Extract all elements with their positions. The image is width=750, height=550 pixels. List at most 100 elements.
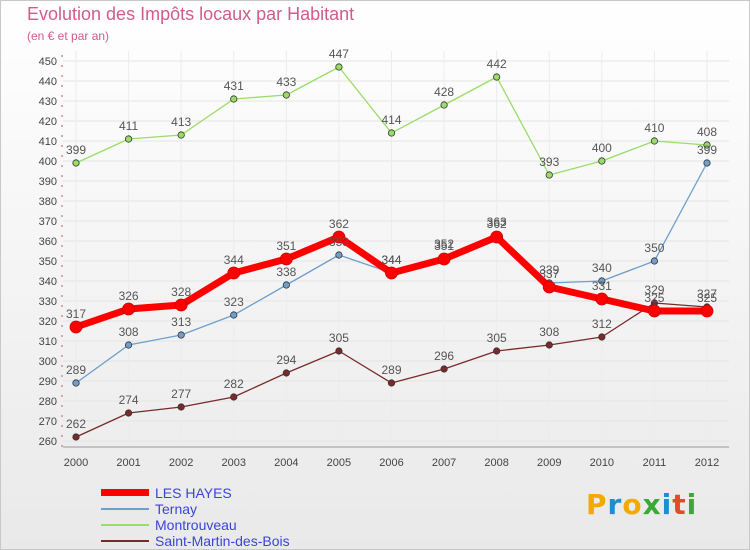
data-label: 338 (276, 265, 296, 279)
data-label: 289 (381, 363, 401, 377)
data-point-montrouveau (545, 171, 553, 179)
y-tick-label: 380 (39, 196, 57, 208)
y-tick-label: 420 (39, 116, 57, 128)
y-tick-label: 450 (39, 56, 57, 68)
data-point-les-hayes (279, 252, 293, 266)
legend-swatch (101, 540, 149, 542)
data-label: 352 (434, 237, 454, 251)
data-point-saint-martin-des-bois (440, 365, 448, 373)
x-tick-label: 2004 (274, 457, 298, 469)
x-tick-label: 2011 (643, 457, 667, 469)
logo-letter: P (586, 488, 608, 521)
logo-letter: i (686, 488, 698, 521)
data-label: 351 (434, 239, 454, 253)
data-point-saint-martin-des-bois (598, 333, 606, 341)
data-point-les-hayes (700, 304, 714, 318)
data-label: 399 (697, 143, 717, 157)
data-point-saint-martin-des-bois (72, 433, 80, 441)
data-point-montrouveau (440, 101, 448, 109)
y-tick-label: 270 (39, 416, 57, 428)
data-point-les-hayes (385, 266, 398, 280)
legend-swatch (101, 489, 149, 496)
data-label: 274 (119, 393, 139, 407)
data-point-saint-martin-des-bois (335, 347, 343, 355)
data-label: 344 (381, 253, 401, 267)
y-tick-label: 360 (39, 236, 57, 248)
data-label: 305 (487, 331, 507, 345)
y-tick-label: 310 (39, 336, 57, 348)
y-tick-label: 320 (39, 316, 57, 328)
y-tick-label: 430 (39, 96, 57, 108)
legend-label: Montrouveau (155, 517, 237, 533)
data-label: 337 (539, 267, 559, 281)
data-point-ternay (598, 277, 606, 285)
data-point-saint-martin-des-bois (230, 393, 238, 401)
x-tick-label: 2000 (64, 457, 88, 469)
data-point-montrouveau (335, 63, 343, 71)
data-label: 413 (171, 115, 191, 129)
data-point-ternay (282, 281, 290, 289)
y-tick-label: 390 (39, 176, 57, 188)
y-tick-label: 410 (39, 136, 57, 148)
data-point-montrouveau (493, 73, 501, 81)
data-label: 296 (434, 349, 454, 363)
data-label: 362 (487, 217, 507, 231)
data-point-ternay (124, 341, 133, 349)
data-point-les-hayes (332, 230, 346, 244)
data-label: 317 (66, 307, 86, 321)
data-label: 312 (592, 317, 612, 331)
y-tick-label: 300 (39, 356, 57, 368)
data-label: 262 (66, 417, 86, 431)
data-label: 399 (66, 143, 86, 157)
data-label: 344 (224, 253, 244, 267)
data-point-ternay (650, 257, 659, 265)
data-point-les-hayes (437, 252, 451, 266)
legend-swatch (101, 524, 149, 526)
data-point-saint-martin-des-bois (282, 369, 290, 377)
data-point-les-hayes (542, 280, 556, 294)
logo-letter: x (642, 488, 662, 521)
data-point-montrouveau (598, 157, 606, 165)
data-label: 331 (592, 279, 612, 293)
data-point-saint-martin-des-bois (177, 403, 185, 411)
data-label: 344 (381, 253, 401, 267)
data-label: 442 (487, 57, 507, 71)
logo-letter: t (672, 488, 687, 521)
y-tick-label: 340 (39, 276, 57, 288)
x-tick-label: 2001 (116, 457, 140, 469)
logo-letter: o (622, 488, 643, 521)
y-tick-label: 440 (39, 76, 57, 88)
data-point-ternay (177, 331, 185, 339)
chart-subtitle: (en € et par an) (27, 29, 110, 43)
data-point-montrouveau (230, 95, 238, 103)
data-point-ternay (230, 311, 238, 319)
data-point-les-hayes (69, 320, 83, 334)
data-point-montrouveau (650, 137, 659, 145)
data-point-les-hayes (227, 266, 241, 280)
line-chart: 260 270 280 290 300 310 320 330 340 350 360 370 380 3… (39, 47, 729, 469)
legend-swatch (101, 508, 149, 510)
x-tick-label: 2008 (484, 457, 508, 469)
data-label: 325 (697, 291, 717, 305)
data-point-ternay (703, 159, 711, 167)
data-label: 433 (276, 75, 296, 89)
data-label: 339 (539, 263, 559, 277)
data-label: 393 (539, 155, 559, 169)
data-label: 277 (171, 387, 191, 401)
legend-label: Saint-Martin-des-Bois (155, 533, 290, 549)
data-label: 294 (276, 353, 296, 367)
data-point-les-hayes (122, 302, 135, 316)
data-label: 289 (66, 363, 86, 377)
data-label: 308 (539, 325, 559, 339)
data-point-saint-martin-des-bois (124, 409, 133, 417)
data-label: 410 (644, 121, 664, 135)
legend-label: Ternay (155, 501, 198, 517)
data-label: 282 (224, 377, 244, 391)
data-point-les-hayes (174, 298, 188, 312)
x-tick-label: 2012 (695, 457, 719, 469)
data-label: 414 (381, 113, 401, 127)
data-label: 313 (171, 315, 191, 329)
data-point-les-hayes (648, 304, 661, 318)
data-label: 305 (329, 331, 349, 345)
data-label: 340 (592, 261, 612, 275)
